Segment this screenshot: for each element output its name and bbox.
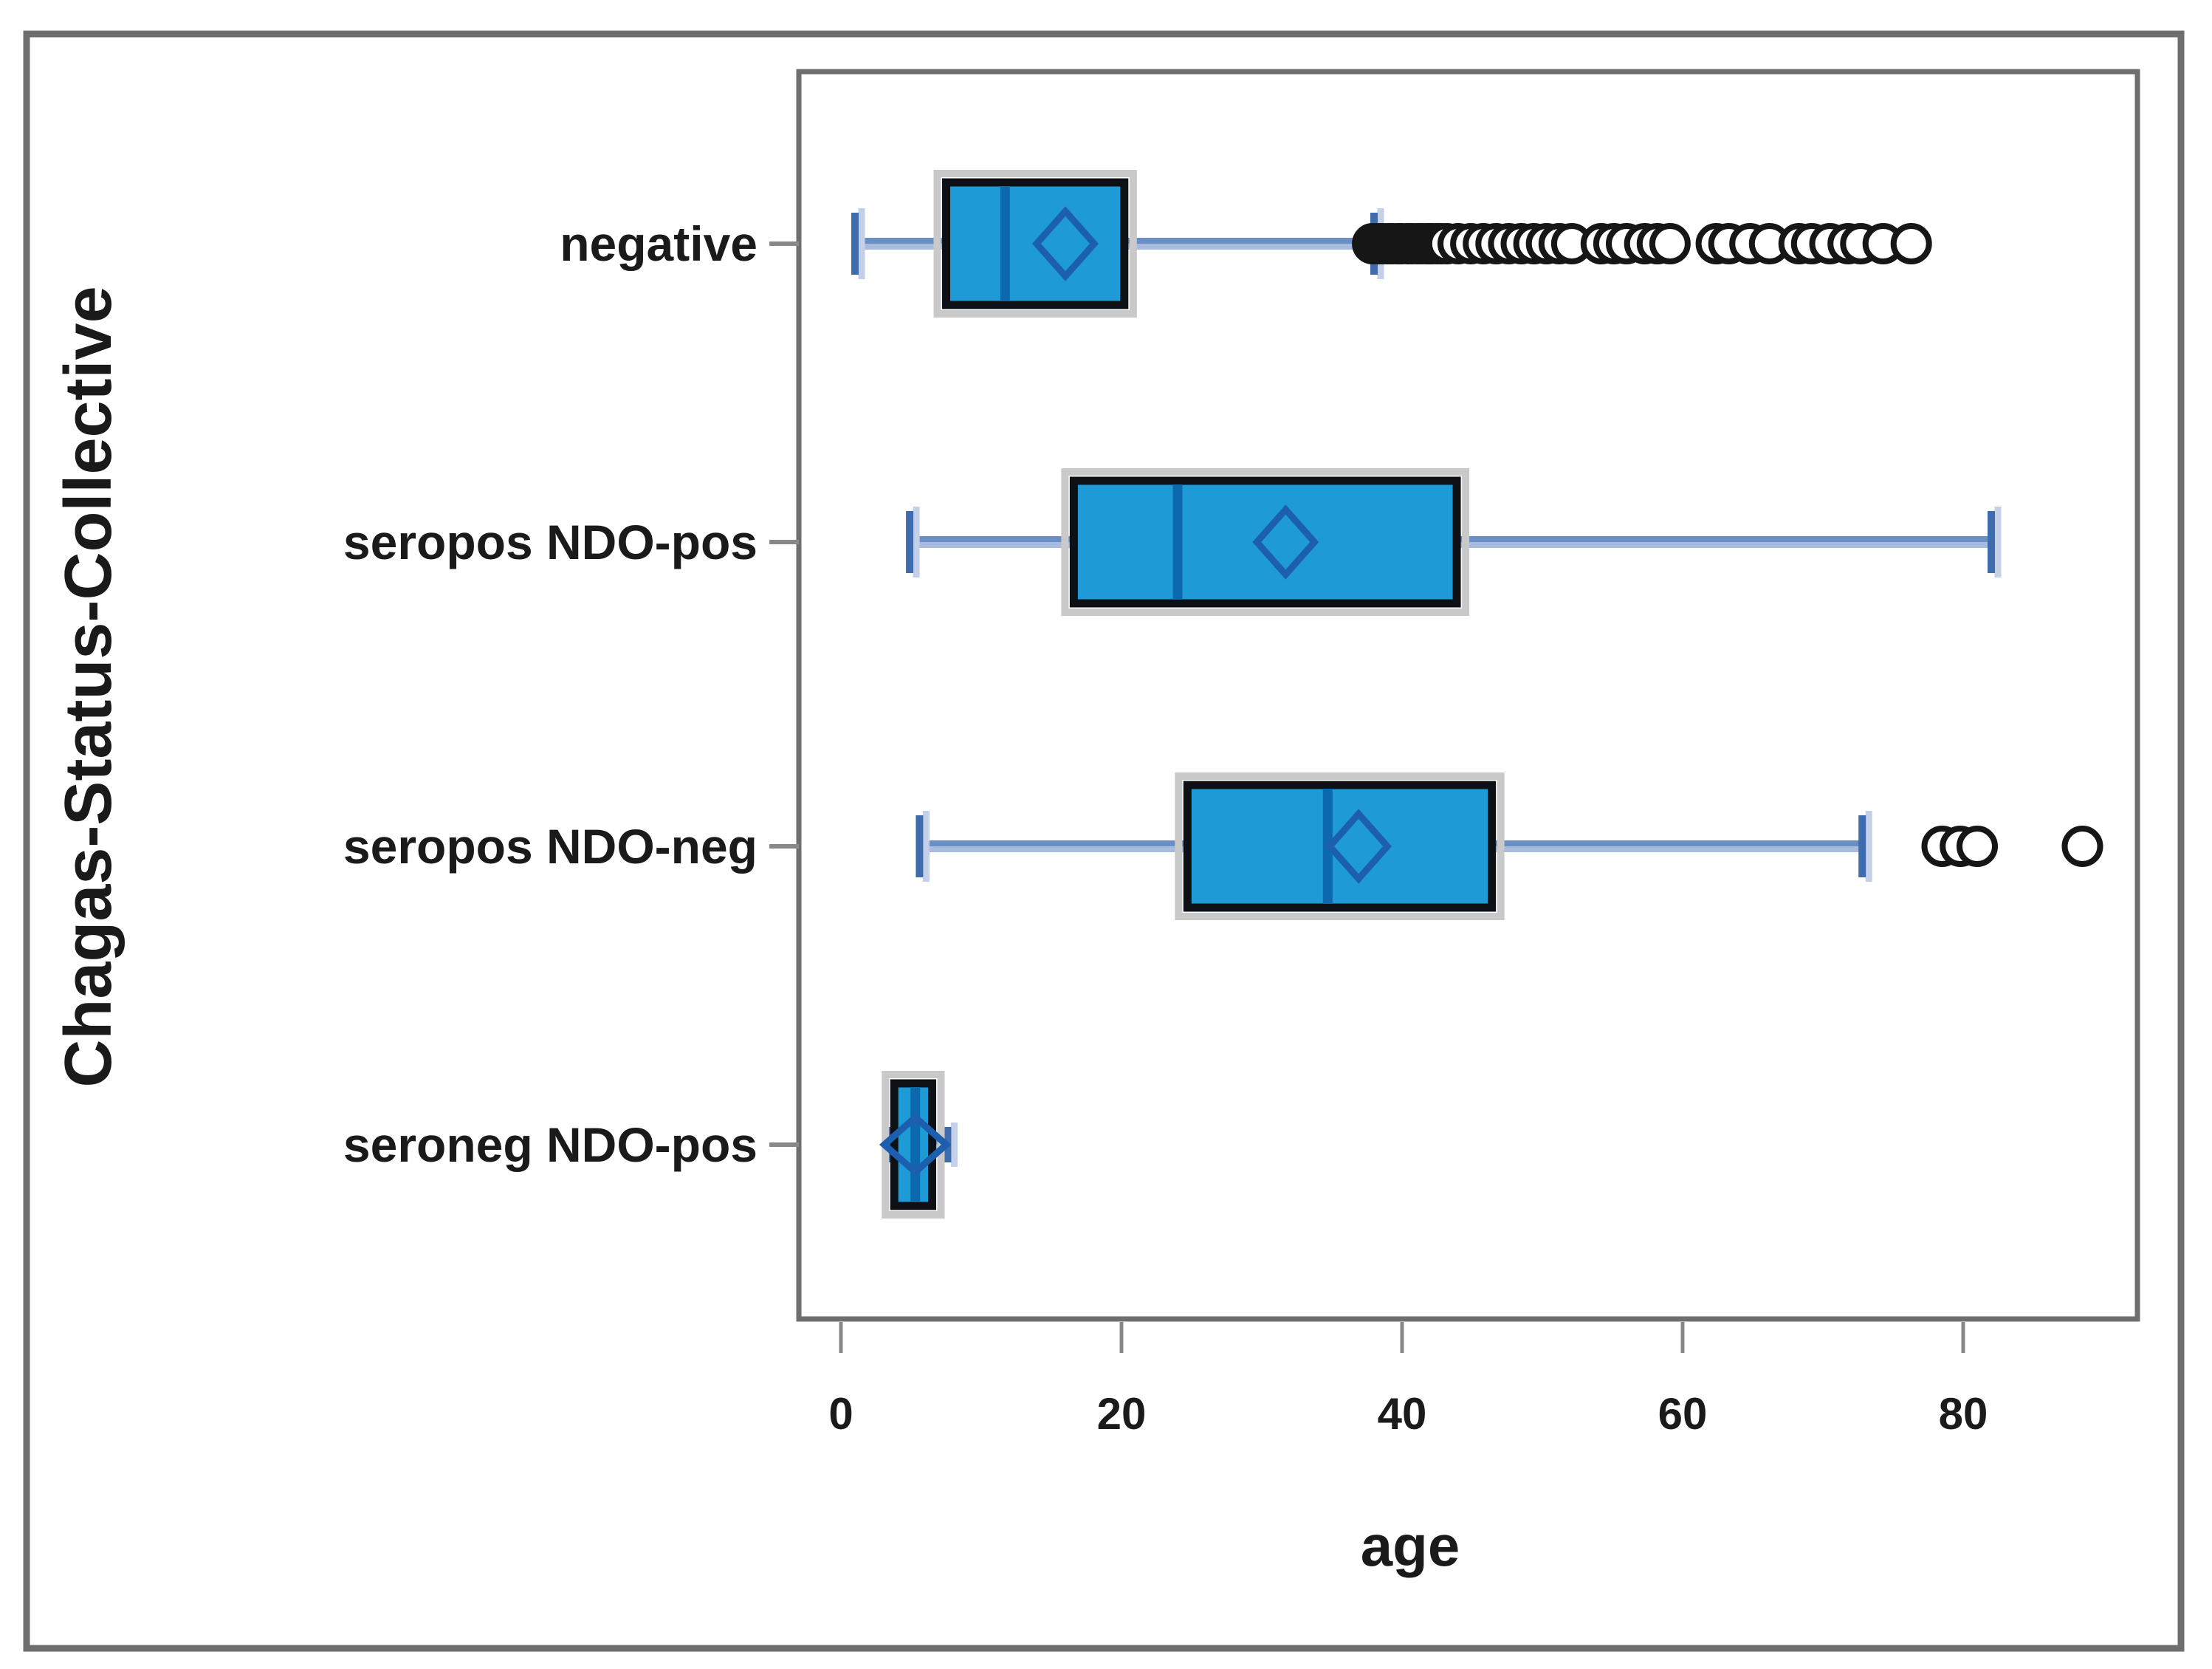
category-label: seropos NDO-neg: [343, 819, 758, 874]
y-axis-title: Chagas-Status-Collective: [52, 286, 126, 1087]
outlier-point: [1957, 826, 1998, 867]
mean-diamond: [1325, 809, 1392, 884]
x-axis-tick-label: 80: [1939, 1389, 1988, 1439]
outlier-point: [1649, 223, 1691, 264]
box-outer-glow: [1061, 468, 1470, 616]
mean-diamond: [879, 1113, 952, 1176]
x-axis-tick-label: 60: [1658, 1389, 1708, 1439]
x-axis-tick-label: 20: [1097, 1389, 1147, 1439]
category-label: negative: [560, 216, 758, 271]
box-outer-glow: [933, 170, 1137, 318]
category-label: seropos NDO-pos: [343, 515, 758, 569]
mean-diamond: [1031, 206, 1099, 281]
outlier-point: [1890, 223, 1932, 264]
box-outer-glow: [1175, 772, 1505, 920]
box-iqr: [1069, 476, 1461, 608]
box-iqr: [1183, 781, 1497, 912]
x-axis-tick-label: 40: [1378, 1389, 1427, 1439]
outlier-point: [2061, 826, 2103, 867]
category-label: seroneg NDO-pos: [343, 1117, 758, 1172]
x-axis-title: age: [1361, 1513, 1460, 1578]
mean-diamond: [1252, 504, 1319, 580]
x-axis-tick-label: 0: [828, 1389, 853, 1439]
